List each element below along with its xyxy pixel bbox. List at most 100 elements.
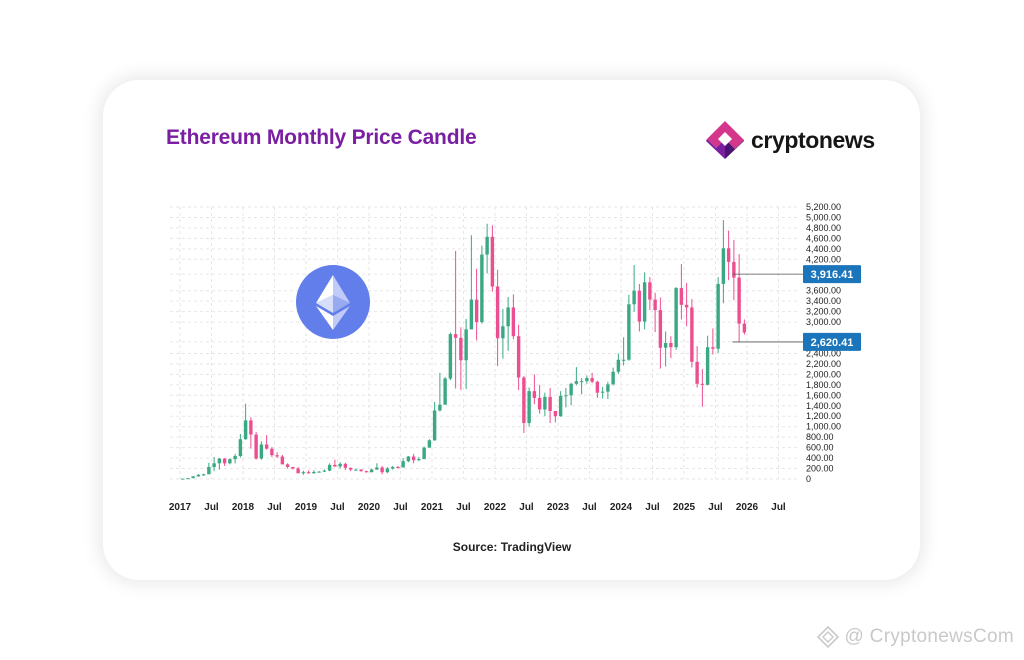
candle-body [506,307,510,327]
candle-body [422,447,426,460]
cryptonews-logo[interactable]: cryptonews [705,119,875,161]
candle [658,297,663,369]
candle [285,463,290,469]
candle-body [380,467,384,473]
candle-body [390,466,395,469]
candle [663,331,668,367]
candle [485,223,489,274]
candle-body [600,391,605,393]
candle-body [585,378,589,382]
candle [674,287,678,350]
candle [632,265,636,312]
candle-body [327,464,332,471]
candle-body [543,396,547,410]
candle-body [291,466,295,469]
candle-body [621,359,626,361]
candle-body [648,282,652,300]
price-tag-label: 3,916.41 [811,269,854,281]
chart-grid [170,206,800,480]
candle-body [516,336,521,378]
candle-body [186,478,190,480]
x-tick-label: 2026 [736,502,759,513]
y-tick-label: 1,000.00 [806,422,841,432]
candle-body [270,448,274,456]
candle-body [642,282,647,322]
x-tick-label: Jul [330,502,345,513]
candle [275,452,279,459]
candle-body [606,384,610,392]
candle [301,470,306,475]
candles [180,220,747,480]
candle-body [285,464,290,467]
candle [306,470,311,474]
candle-body [254,434,258,459]
candle-body [385,468,390,473]
candle [296,466,300,474]
y-tick-label: 3,600.00 [806,286,841,296]
candle [222,458,227,466]
candle [264,435,269,450]
candle [732,239,736,301]
y-tick-label: 3,400.00 [806,296,841,306]
candle-body [317,471,321,473]
candle-body [695,361,699,384]
candle-body [726,248,731,262]
candle [317,470,321,473]
candle [217,458,222,470]
y-tick-label: 600.00 [806,443,834,453]
candle-body [490,236,495,287]
candle-body [459,337,463,361]
y-tick-label: 2,000.00 [806,369,841,379]
candle-body [191,476,195,479]
candle-body [411,456,416,461]
watermark-text: @ CryptonewsCom [844,626,1014,647]
candle [721,220,726,304]
y-tick-label: 5,000.00 [806,212,841,222]
candle [742,319,747,335]
candle-body [333,464,337,467]
candle [569,382,573,406]
candle-body [485,236,489,255]
candle-body [569,383,573,396]
logo-text: cryptonews [751,126,875,153]
candle [684,282,689,327]
candle [642,272,647,330]
candle-body [732,261,736,278]
candle [322,469,327,472]
candle [705,335,710,386]
candle [448,332,453,381]
candle-body [616,359,621,372]
candle-body [679,288,684,305]
candle [411,453,416,464]
candle [606,381,610,399]
candle-body [180,478,185,480]
candle-body [217,458,222,464]
candle [438,372,442,412]
candle [291,466,295,470]
candle-body [480,254,484,323]
y-tick-label: 4,800.00 [806,223,841,233]
candle [627,294,631,361]
candle [385,466,390,474]
candle [653,292,657,333]
candle [459,327,463,391]
candle [579,378,584,395]
candle [527,387,531,427]
candle [516,324,521,391]
candle-body [674,288,678,348]
y-tick-label: 5,200.00 [806,202,841,212]
x-tick-label: 2025 [673,502,696,513]
candle [369,468,374,473]
candle [396,465,400,469]
candle-body [275,455,279,457]
candle-body [364,471,369,473]
candle [343,462,348,471]
watermark: @ CryptonewsCom [816,626,1015,648]
y-tick-label: 800.00 [806,432,834,442]
y-tick-label: 2,200.00 [806,359,841,369]
ethereum-icon [296,265,370,339]
candle [364,470,369,473]
x-tick-label: Jul [204,502,219,513]
candle-body [690,307,694,362]
candle-body [705,347,710,385]
